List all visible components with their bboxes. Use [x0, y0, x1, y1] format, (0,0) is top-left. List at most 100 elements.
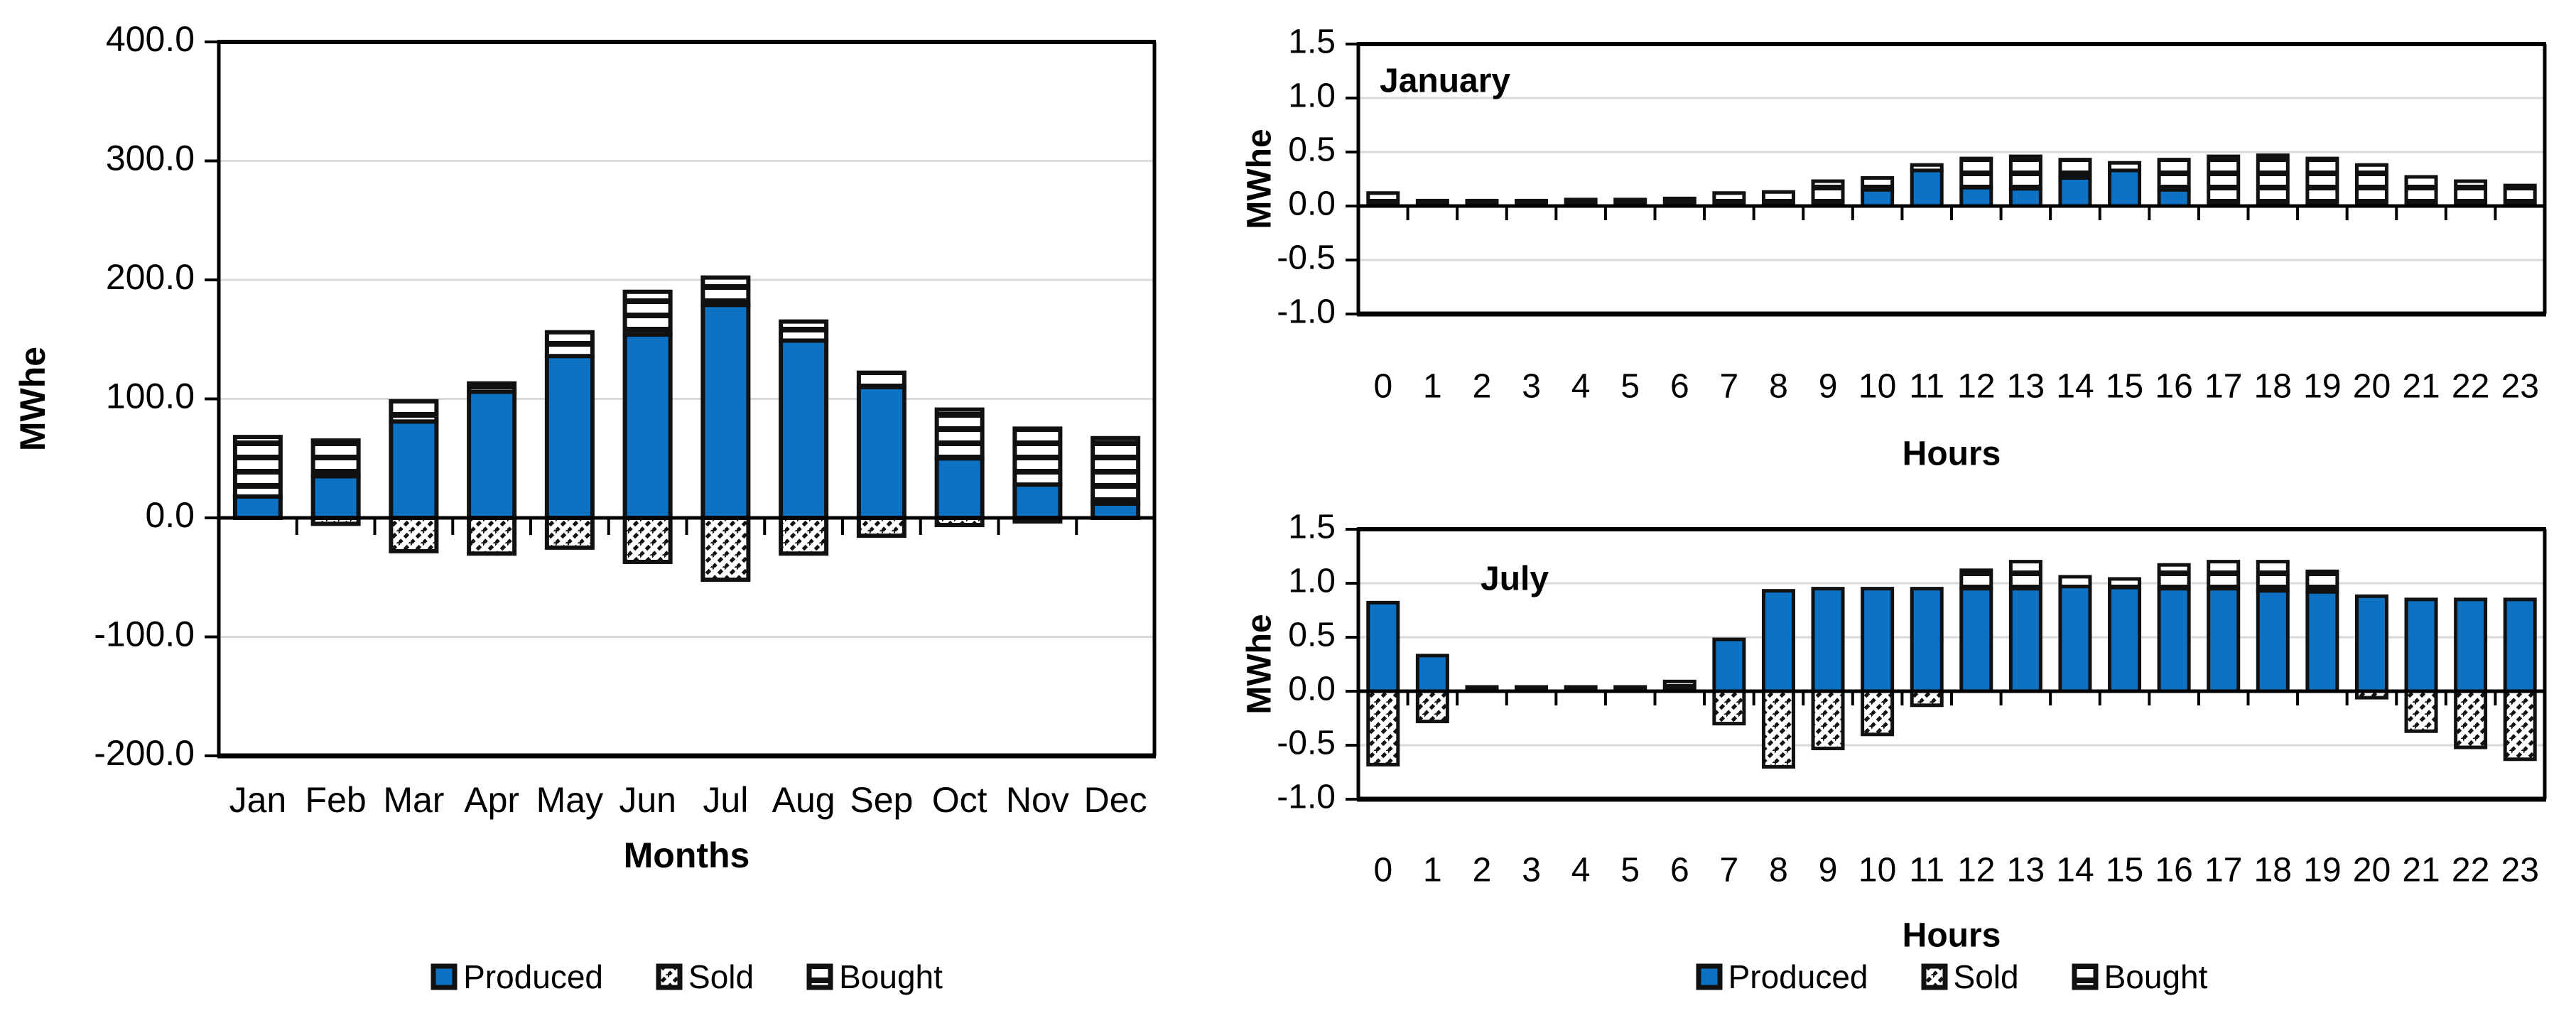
bar-bought-Jul: [700, 275, 751, 308]
y-axis-title: MWhe: [13, 347, 53, 451]
y-tick-label: -0.5: [1277, 239, 1336, 277]
bar-produced-11: [1910, 168, 1944, 208]
y-tick-label: 200.0: [106, 257, 195, 297]
bar-bought-Jun: [622, 289, 673, 337]
x-tick-label: 8: [1769, 368, 1788, 406]
bar-bought-14: [2058, 575, 2092, 589]
bar-sold-Apr: [467, 516, 517, 556]
bar-produced-8: [1761, 589, 1795, 693]
y-tick-label: 1.5: [1288, 23, 1336, 61]
x-tick-label: 11: [1909, 852, 1944, 889]
bar-bought-Oct: [934, 407, 985, 461]
legend-label-bought: Bought: [839, 958, 943, 995]
x-axis: [217, 516, 1156, 535]
x-tick-label: 8: [1769, 852, 1788, 889]
bar-produced-Jan: [232, 494, 283, 520]
y-tick-label: -1.0: [1277, 293, 1336, 331]
bar-sold-10: [1861, 689, 1895, 737]
bar-bought-21: [2404, 175, 2438, 208]
bought-swatch-icon: [2072, 963, 2099, 990]
legend-item-bought: Bought: [806, 958, 943, 996]
x-tick-label: 12: [1957, 368, 1995, 406]
bar-bought-18: [2256, 560, 2290, 593]
x-tick-label: 20: [2353, 368, 2391, 406]
bar-bought-Feb: [310, 438, 361, 479]
y-axis-title: MWhe: [1243, 614, 1279, 714]
x-tick-label: Sep: [850, 780, 913, 820]
x-tick-label: Nov: [1006, 780, 1069, 820]
x-tick-label: 0: [1373, 852, 1392, 889]
bought-swatch-icon: [806, 963, 833, 990]
y-tick-label: 1.0: [1288, 563, 1336, 600]
bar-produced-7: [1712, 637, 1746, 693]
bar-bought-17: [2207, 560, 2241, 591]
x-tick-label: Jul: [703, 780, 748, 820]
bar-bought-Jan: [232, 435, 283, 499]
january-hourly-chart: 1.51.00.50.0-0.5-1.00 1 2 3 4 5 6 7 8 9 10 11 12 13 14…: [1243, 23, 2547, 473]
x-tick-label: 9: [1819, 368, 1838, 406]
bar-produced-14: [2058, 585, 2092, 693]
bar-produced-19: [2305, 590, 2339, 693]
x-axis-title: Hours: [1903, 917, 2001, 955]
gridlines: [1358, 582, 2545, 747]
bar-bought-16: [2157, 158, 2191, 192]
bar-produced-Oct: [934, 456, 985, 520]
bar-sold-Jun: [622, 516, 673, 564]
y-axis: 1.5 1.0 0.5 0.0 -0.5 -1.0: [1277, 23, 1358, 331]
bar-bought-10: [1861, 175, 1895, 192]
x-tick-label: Apr: [464, 780, 519, 820]
x-tick-label: 3: [1522, 852, 1541, 889]
bar-produced-Aug: [779, 338, 829, 520]
bar-sold-11: [1910, 689, 1944, 708]
y-tick-label: 1.5: [1288, 509, 1336, 546]
x-tick-label: 7: [1720, 368, 1739, 406]
bar-produced-20: [2354, 594, 2388, 693]
bar-produced-23: [2503, 597, 2537, 693]
y-tick-label: 0.0: [1288, 671, 1336, 708]
bars: [1366, 560, 2537, 769]
bar-produced-May: [544, 354, 595, 521]
bar-bought-22: [2454, 179, 2488, 208]
legend-label-sold: Sold: [688, 958, 754, 995]
y-tick-label: -100.0: [94, 614, 195, 654]
x-tick-label: May: [536, 780, 603, 820]
bar-sold-0: [1366, 689, 1400, 767]
plot-frame: [1356, 42, 2547, 317]
x-tick-label: 15: [2106, 852, 2143, 889]
y-tick-label: 400.0: [106, 19, 195, 59]
bar-sold-21: [2404, 689, 2438, 733]
bar-sold-22: [2454, 689, 2488, 749]
legend-item-produced: Produced: [1696, 958, 1868, 996]
bar-bought-Dec: [1091, 435, 1141, 506]
y-tick-label: 0.5: [1288, 131, 1336, 169]
bar-produced-Jul: [700, 303, 751, 520]
x-tick-label: 19: [2303, 368, 2341, 406]
x-tick-label: 9: [1819, 852, 1838, 889]
x-tick-label: 6: [1670, 852, 1689, 889]
legend-label-produced: Produced: [463, 958, 604, 995]
bar-produced-18: [2256, 589, 2290, 693]
x-tick-label: 16: [2155, 368, 2192, 406]
bar-bought-12: [1959, 568, 1993, 591]
bar-produced-9: [1811, 587, 1845, 693]
bar-produced-21: [2404, 597, 2438, 693]
x-tick-label: 2: [1473, 368, 1492, 406]
bar-produced-11: [1910, 587, 1944, 693]
bar-bought-9: [1811, 179, 1845, 208]
x-tick-label: 4: [1571, 852, 1591, 889]
x-tick-label: 23: [2501, 852, 2539, 889]
bar-bought-12: [1959, 156, 1993, 190]
x-tick-label: 19: [2303, 852, 2341, 889]
bar-bought-8: [1761, 190, 1795, 208]
bar-produced-15: [2108, 585, 2142, 693]
y-tick-label: 1.0: [1288, 77, 1336, 115]
x-tick-label: Dec: [1084, 780, 1147, 820]
plot-frame: [217, 40, 1157, 759]
x-tick-label: 17: [2204, 368, 2242, 406]
bar-bought-Nov: [1012, 426, 1063, 487]
bar-produced-10: [1861, 587, 1895, 693]
x-tick-label: 15: [2106, 368, 2143, 406]
x-tick-label: 21: [2402, 368, 2440, 406]
bars: [232, 275, 1141, 583]
